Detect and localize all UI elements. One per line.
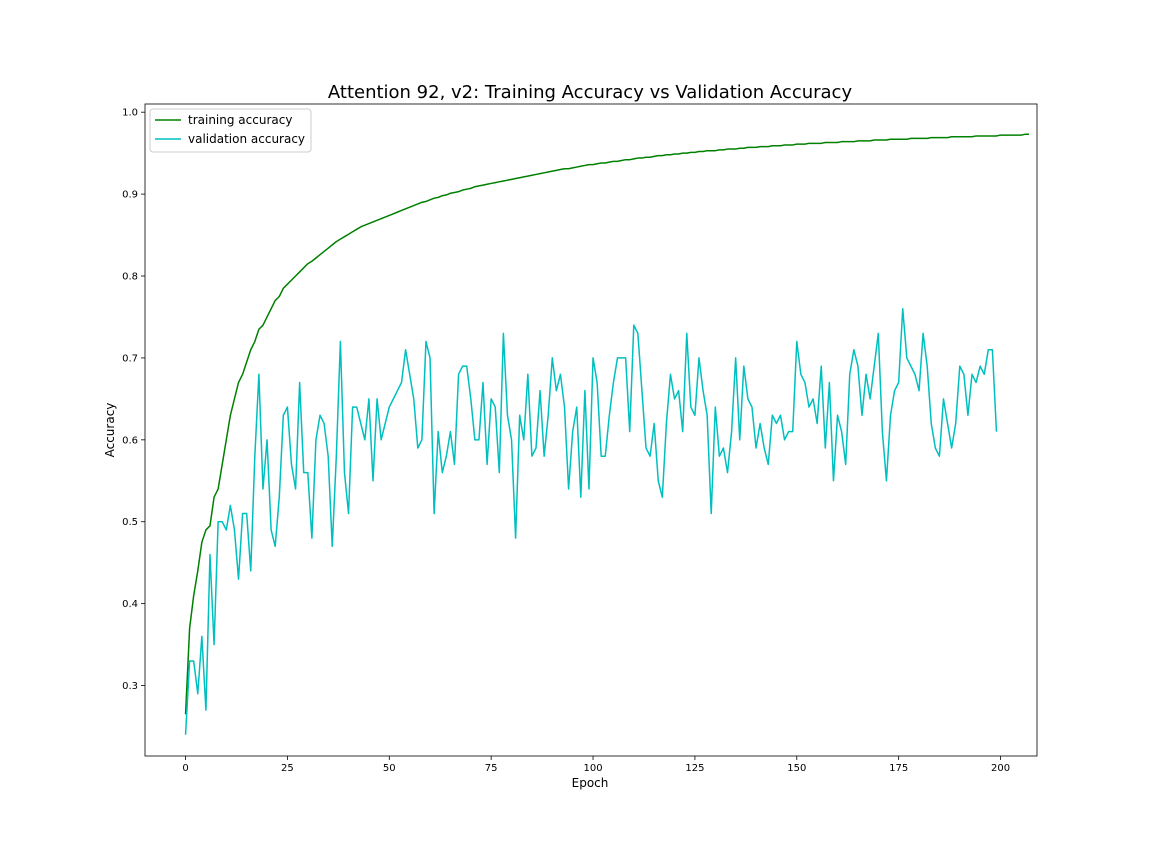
y-tick-label: 0.9 — [122, 190, 138, 201]
series-line-training — [184, 133, 1030, 715]
x-tick-label: 150 — [787, 763, 806, 774]
x-tick-label: 25 — [281, 763, 294, 774]
axes-frame — [144, 103, 1038, 757]
x-tick-label: 175 — [889, 763, 908, 774]
y-tick-label: 0.5 — [122, 517, 138, 528]
series-line-validation — [184, 308, 998, 735]
y-tick-label: 0.8 — [122, 272, 138, 283]
x-tick-label: 100 — [583, 763, 602, 774]
x-tick-label: 0 — [182, 763, 188, 774]
legend-label-training: training accuracy — [188, 113, 292, 127]
y-tick-label: 0.4 — [122, 599, 138, 610]
x-tick-label: 50 — [383, 763, 396, 774]
legend-box — [149, 108, 312, 153]
legend: training accuracy validation accuracy — [149, 108, 312, 153]
x-tick-label: 200 — [991, 763, 1010, 774]
y-axis-label: Accuracy — [103, 403, 117, 458]
plot-area: 0 25 50 75 100 125 150 175 200 0.3 0.4 0.5 0.6 0.7 0.8… — [122, 103, 1038, 774]
x-axis-label: Epoch — [572, 776, 609, 790]
legend-label-validation: validation accuracy — [188, 132, 305, 146]
y-tick-label: 1.0 — [122, 108, 138, 119]
x-tick-label: 75 — [485, 763, 498, 774]
y-tick-label: 0.3 — [122, 681, 138, 692]
x-tick-label: 125 — [685, 763, 704, 774]
chart-title: Attention 92, v2: Training Accuracy vs V… — [328, 82, 853, 103]
y-tick-label: 0.7 — [122, 353, 138, 364]
y-tick-label: 0.6 — [122, 435, 138, 446]
